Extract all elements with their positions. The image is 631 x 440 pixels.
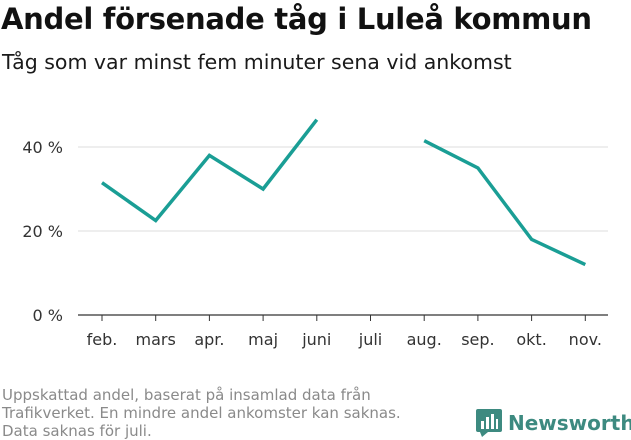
x-axis-ticks: feb. mars apr. maj juni juli aug. sep. okt. nov. (87, 315, 602, 349)
bar-chart-icon (476, 409, 502, 437)
x-tick-label: sep. (461, 330, 494, 349)
footnote: Uppskattad andel, baserat på insamlad da… (2, 386, 442, 440)
grid-lines (78, 146, 608, 316)
series-line-segment (100, 118, 319, 223)
y-tick-label: 20 % (22, 222, 63, 241)
y-axis-ticks: 0 % 20 % 40 % (22, 138, 63, 325)
y-tick-label: 0 % (33, 306, 63, 325)
brand-name: Newsworthy (508, 411, 631, 435)
x-tick-label: maj (248, 330, 278, 349)
series-line-segment (423, 139, 587, 267)
x-tick-label: mars (136, 330, 176, 349)
brand-logo: Newsworthy (476, 409, 631, 437)
chart-subtitle: Tåg som var minst fem minuter sena vid a… (2, 50, 512, 74)
x-tick-label: nov. (569, 330, 602, 349)
x-tick-label: feb. (87, 330, 118, 349)
x-tick-label: okt. (516, 330, 546, 349)
chart-title: Andel försenade tåg i Luleå kommun (1, 2, 592, 36)
x-tick-label: juni (301, 330, 331, 349)
footnote-line-3: Data saknas för juli. (2, 422, 152, 440)
x-tick-label: juli (358, 330, 382, 349)
footnote-line-2: Trafikverket. En mindre andel ankomster … (2, 404, 401, 422)
x-tick-label: apr. (194, 330, 224, 349)
y-tick-label: 40 % (22, 138, 63, 157)
x-tick-label: aug. (407, 330, 442, 349)
line-chart: 0 % 20 % 40 % feb. mars apr. maj juni juli aug. s… (22, 118, 608, 349)
series-lines (100, 118, 587, 267)
footnote-line-1: Uppskattad andel, baserat på insamlad da… (2, 386, 371, 404)
